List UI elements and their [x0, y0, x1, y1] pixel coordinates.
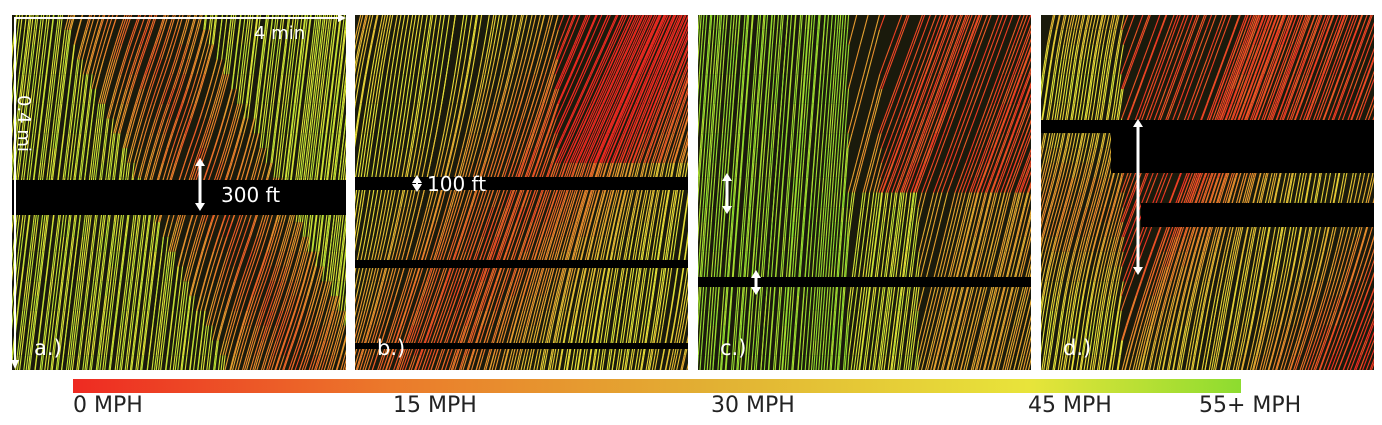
trajectory-plot-d: [1041, 15, 1374, 370]
panel-b: 100 ft b.): [355, 15, 688, 370]
colorbar-tick-0: 0 MPH: [73, 393, 143, 418]
panel-d: d.): [1041, 15, 1374, 370]
panel-label-b: b.): [377, 336, 406, 360]
panel-a: 4 min 0.4 mi 300 ft a.): [12, 15, 346, 370]
time-axis-label: 4 min: [254, 23, 306, 44]
panel-c: c.): [698, 15, 1031, 370]
colorbar-tick-4: 55+ MPH: [1199, 393, 1302, 418]
colorbar-tick-1: 15 MPH: [393, 393, 477, 418]
colorbar-tick-2: 30 MPH: [711, 393, 795, 418]
trajectory-plot-a: [12, 15, 346, 370]
gap-label-b: 100 ft: [427, 172, 487, 196]
panel-label-c: c.): [720, 336, 747, 360]
space-axis-label: 0.4 mi: [13, 95, 34, 152]
colorbar-tick-3: 45 MPH: [1028, 393, 1112, 418]
speed-colorbar: [73, 379, 1241, 393]
panel-label-a: a.): [34, 336, 62, 360]
trajectory-plot-c: [698, 15, 1031, 370]
panel-label-d: d.): [1063, 336, 1092, 360]
trajectory-plot-b: [355, 15, 688, 370]
gap-label-a: 300 ft: [221, 183, 281, 207]
